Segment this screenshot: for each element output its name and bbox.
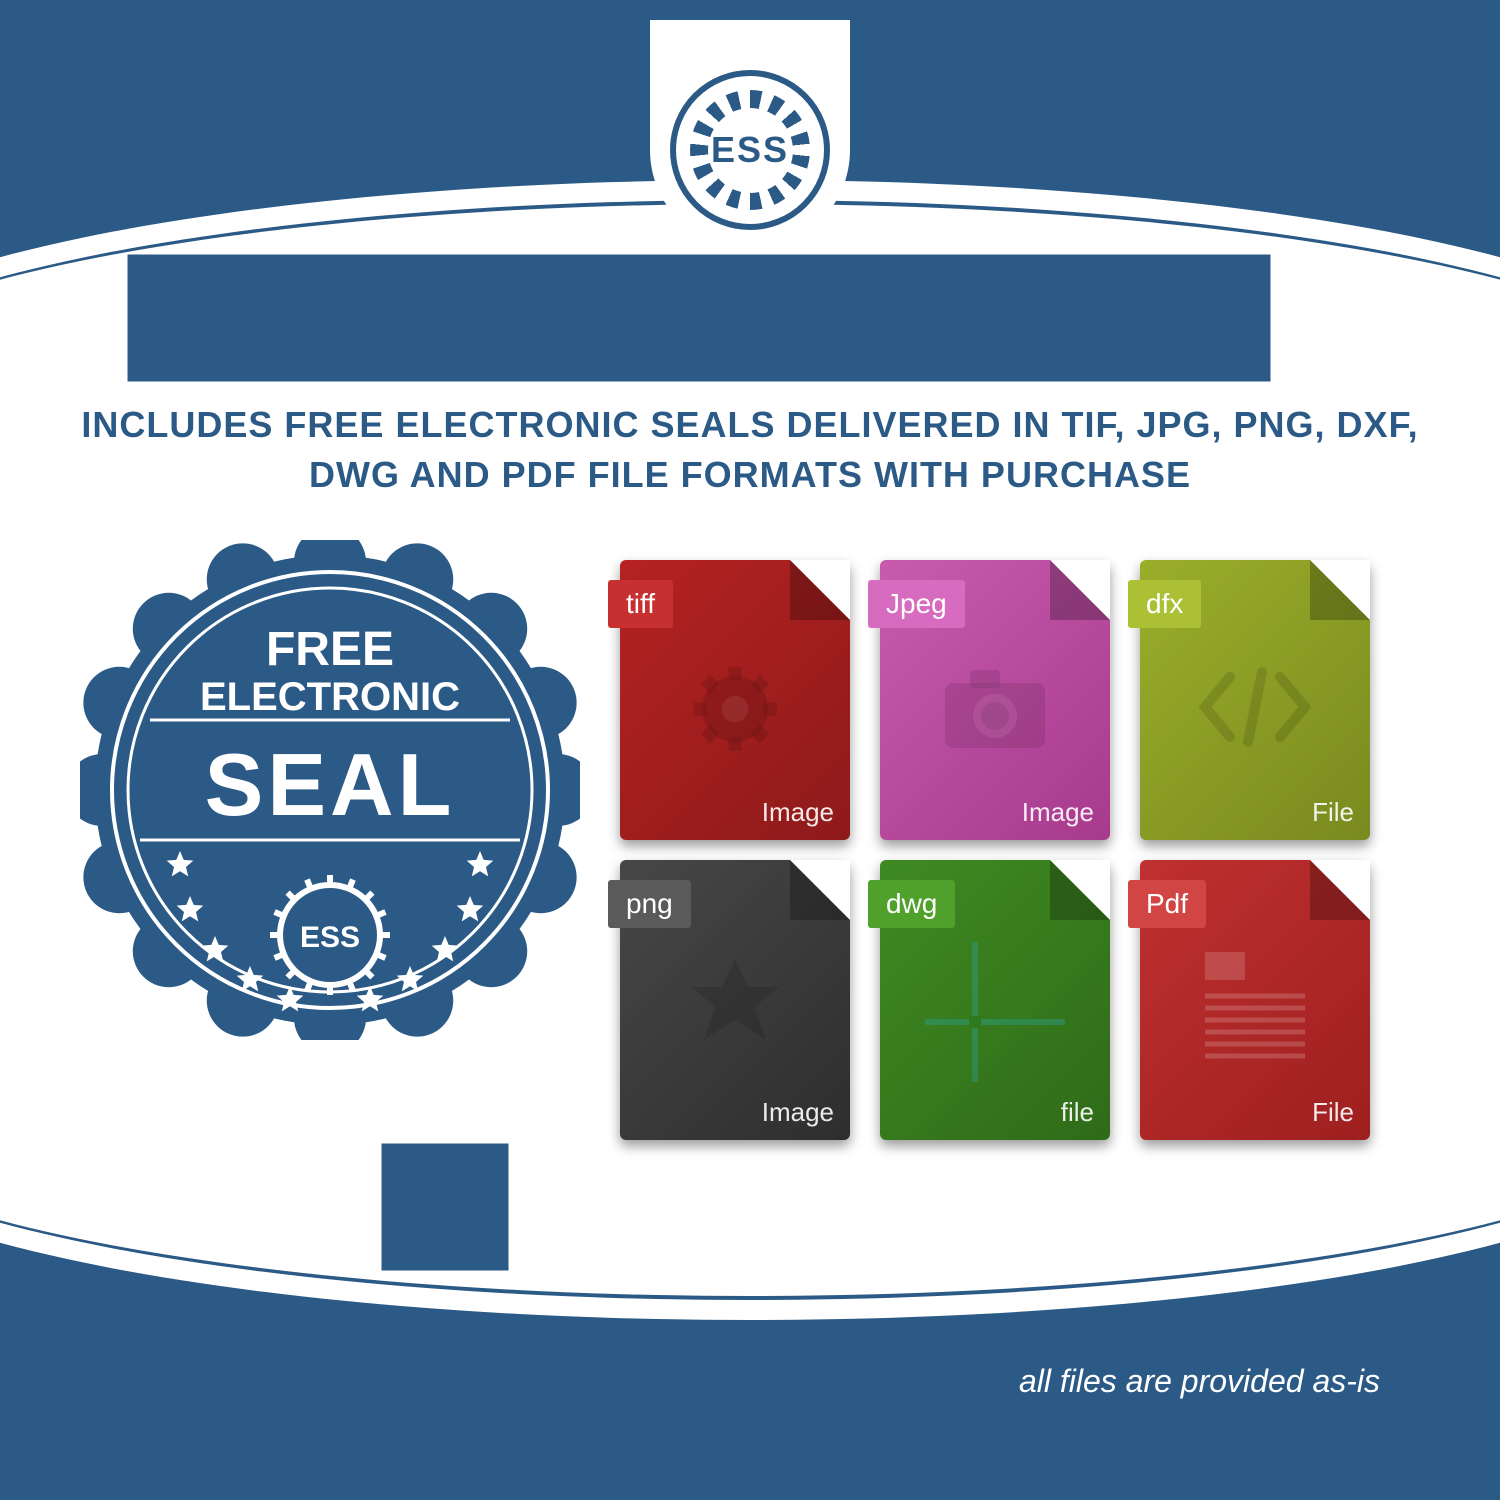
seal-line2: ELECTRONIC [200, 675, 460, 719]
logo-gear-icon: ESS [690, 90, 810, 210]
camera-icon [935, 658, 1055, 763]
file-icon-jpeg: Jpeg Image [880, 560, 1110, 840]
headline-text: INCLUDES FREE ELECTRONIC SEALS DELIVERED… [80, 400, 1420, 501]
logo-text: ESS [711, 129, 789, 171]
gear-icon [680, 654, 790, 769]
seal-gear-text: ESS [300, 921, 360, 954]
file-format-grid: tiff Image Jpeg Image dfx File png Image… [620, 560, 1370, 1140]
file-label: dwg [868, 880, 955, 928]
file-label: Jpeg [868, 580, 965, 628]
file-label: Pdf [1128, 880, 1206, 928]
file-footer: Image [762, 797, 834, 828]
logo-ring: ESS [670, 70, 830, 230]
file-label: png [608, 880, 691, 928]
file-icon-tiff: tiff Image [620, 560, 850, 840]
content-row: FREE ELECTRONIC SEAL ESS tiff Image Jpeg [80, 540, 1420, 1140]
seal-line3: SEAL [205, 735, 456, 834]
cross-icon [925, 942, 1065, 1087]
ess-logo: ESS [650, 20, 850, 250]
file-icon-pdf: Pdf File [1140, 860, 1370, 1140]
file-label: tiff [608, 580, 673, 628]
file-icon-png: png Image [620, 860, 850, 1140]
doc-icon [1195, 946, 1315, 1081]
code-icon [1190, 662, 1320, 757]
file-footer: file [1061, 1097, 1094, 1128]
seal-line1: FREE [266, 623, 394, 676]
disclaimer-text: all files are provided as-is [1019, 1363, 1380, 1400]
file-label: dfx [1128, 580, 1201, 628]
file-footer: File [1312, 1097, 1354, 1128]
file-footer: Image [762, 1097, 834, 1128]
burst-icon [680, 954, 790, 1069]
file-footer: Image [1022, 797, 1094, 828]
file-icon-dwg: dwg file [880, 860, 1110, 1140]
file-icon-dfx: dfx File [1140, 560, 1370, 840]
file-footer: File [1312, 797, 1354, 828]
free-electronic-seal-badge: FREE ELECTRONIC SEAL ESS [80, 540, 580, 1040]
